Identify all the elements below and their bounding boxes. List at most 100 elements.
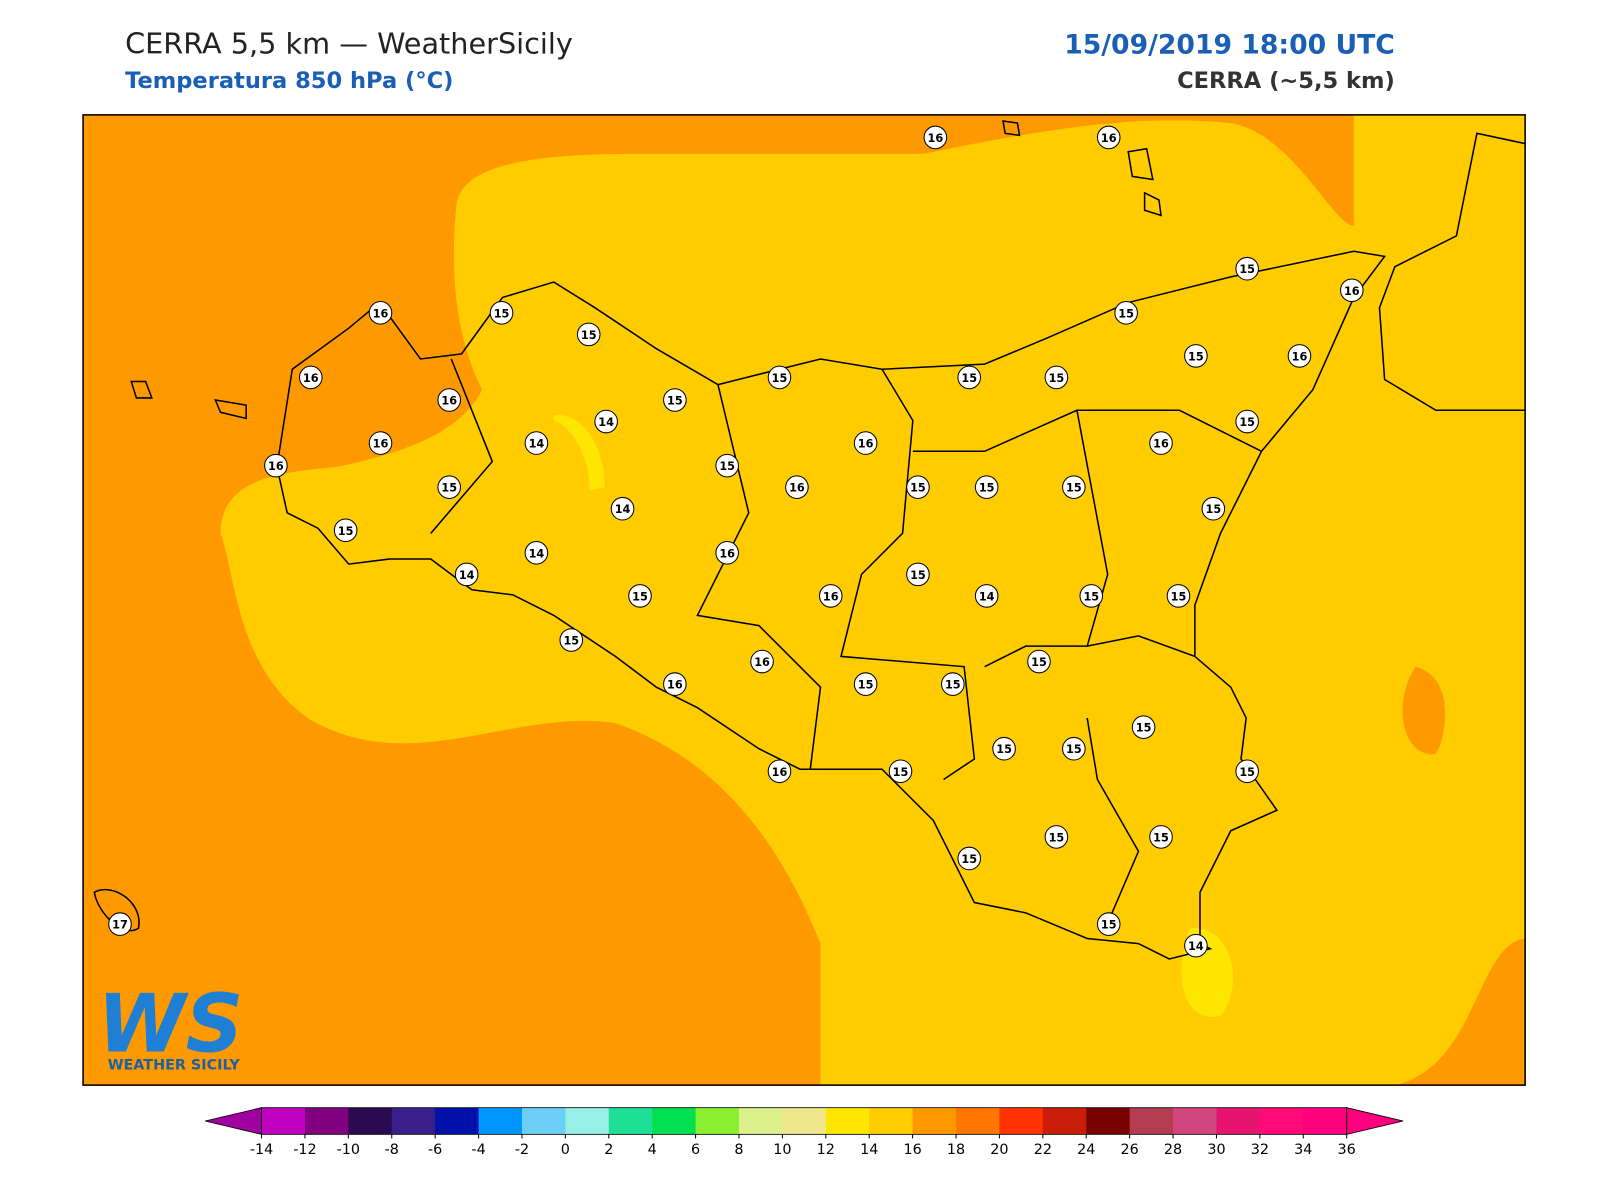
- colorbar-tick-label: 4: [648, 1142, 657, 1158]
- colorbar-tick-label: 16: [903, 1142, 921, 1158]
- station-value: 15: [441, 482, 457, 495]
- station-value: 16: [268, 460, 284, 473]
- colorbar-bin: [869, 1107, 914, 1135]
- datetime: 15/09/2019 18:00 UTC: [1064, 29, 1395, 60]
- field-patch: [1402, 666, 1446, 755]
- station-marker: [1235, 256, 1259, 281]
- colorbar-bin: [652, 1107, 697, 1135]
- station-value: 15: [1239, 766, 1255, 779]
- station-marker: [818, 584, 843, 608]
- station-value: 15: [858, 679, 874, 692]
- model: CERRA (~5,5 km): [1177, 68, 1395, 94]
- station-value: 15: [1066, 743, 1082, 756]
- station-value: 16: [373, 438, 389, 451]
- colorbar-tick-label: -14: [250, 1142, 273, 1158]
- station-marker: [1149, 825, 1173, 849]
- colorbar-bin: [1086, 1107, 1131, 1135]
- colorbar-tick-label: 34: [1294, 1142, 1312, 1158]
- station-value: 15: [1083, 590, 1099, 603]
- colorbar-bin: [348, 1107, 393, 1135]
- station-value: 14: [1188, 940, 1204, 953]
- station-marker: [767, 365, 792, 390]
- station-marker: [1149, 431, 1173, 455]
- station-value: 15: [1205, 503, 1221, 516]
- colorbar-frame: [261, 1107, 1348, 1135]
- station-value: 15: [979, 482, 995, 495]
- station-marker: [1044, 365, 1069, 390]
- colorbar-tick-label: 20: [990, 1142, 1008, 1158]
- station-value: 15: [494, 307, 510, 320]
- station-marker: [906, 562, 930, 587]
- colorbar-bin: [956, 1107, 1000, 1135]
- colorbar-bin: [782, 1107, 827, 1135]
- colorbar-bin: [565, 1107, 610, 1135]
- colorbar-bin: [1129, 1107, 1174, 1135]
- colorbar-bin: [391, 1107, 436, 1135]
- colorbar-over: [1346, 1107, 1404, 1135]
- colorbar-bin: [521, 1107, 566, 1135]
- station-value: 15: [1049, 831, 1065, 844]
- station-marker: [594, 409, 618, 434]
- colorbar-tick-label: 12: [817, 1142, 835, 1158]
- station-marker: [1235, 409, 1259, 434]
- station-value: 15: [1031, 656, 1047, 669]
- station-marker: [489, 301, 514, 325]
- station-value: 15: [338, 525, 354, 538]
- station-value: 14: [529, 438, 545, 451]
- station-marker: [610, 496, 635, 521]
- station-value: 15: [1239, 263, 1255, 276]
- station-marker: [715, 541, 739, 565]
- station-value: 16: [303, 372, 319, 385]
- colorbar-bin: [1303, 1107, 1348, 1135]
- station-marker: [454, 562, 479, 587]
- colorbar-tick-label: -2: [515, 1142, 529, 1158]
- station-value: 15: [996, 743, 1012, 756]
- station-marker: [1184, 933, 1208, 958]
- colorbar-tick-label: -6: [428, 1142, 442, 1158]
- colorbar-bin: [825, 1107, 870, 1135]
- station-marker: [437, 475, 462, 499]
- station-value: 15: [1136, 722, 1152, 735]
- station-value: 15: [772, 372, 788, 385]
- colorbar-tick-label: 32: [1251, 1142, 1269, 1158]
- station-value: 16: [1153, 438, 1169, 451]
- station-value: 15: [961, 372, 977, 385]
- station-value: 16: [772, 766, 788, 779]
- colorbar-tick-label: 30: [1207, 1142, 1225, 1158]
- colorbar-bin: [1173, 1107, 1217, 1135]
- station-marker: [715, 453, 739, 478]
- colorbar-tick-label: 14: [860, 1142, 878, 1158]
- station-value: 16: [928, 132, 944, 145]
- station-marker: [576, 322, 601, 347]
- colorbar-bin: [304, 1107, 349, 1135]
- colorbar-tick-label: -8: [385, 1142, 399, 1158]
- station-marker: [1096, 912, 1121, 936]
- station-marker: [264, 453, 288, 478]
- station-marker: [559, 628, 584, 652]
- colorbar-tick-label: 28: [1164, 1142, 1182, 1158]
- station-marker: [298, 365, 323, 390]
- station-marker: [853, 431, 878, 455]
- colorbar-tick-label: 2: [604, 1142, 613, 1158]
- station-value: 15: [1066, 482, 1082, 495]
- station-value: 15: [1049, 372, 1065, 385]
- station-value: 15: [632, 590, 648, 603]
- station-value: 15: [945, 679, 961, 692]
- coastline: [93, 120, 1526, 960]
- station-value: 15: [667, 395, 683, 408]
- station-marker: [108, 912, 132, 936]
- station-marker: [767, 759, 792, 784]
- station-marker: [1201, 496, 1226, 521]
- colorbar-bin: [1259, 1107, 1304, 1135]
- station-value: 15: [1239, 416, 1255, 429]
- subtitle: Temperatura 850 hPa (°C): [125, 68, 453, 94]
- station-marker: [853, 672, 878, 696]
- map-frame: [82, 114, 1526, 1086]
- station-value: 15: [719, 460, 735, 473]
- stations: 16 16 15 16 16 15 15 15 16 15 15 15 15 16 16 15 14 15 16 14…: [108, 125, 1364, 958]
- station-marker: [1062, 736, 1086, 761]
- station-marker: [906, 475, 930, 499]
- station-value: 15: [1153, 831, 1169, 844]
- station-value: 16: [1344, 285, 1360, 298]
